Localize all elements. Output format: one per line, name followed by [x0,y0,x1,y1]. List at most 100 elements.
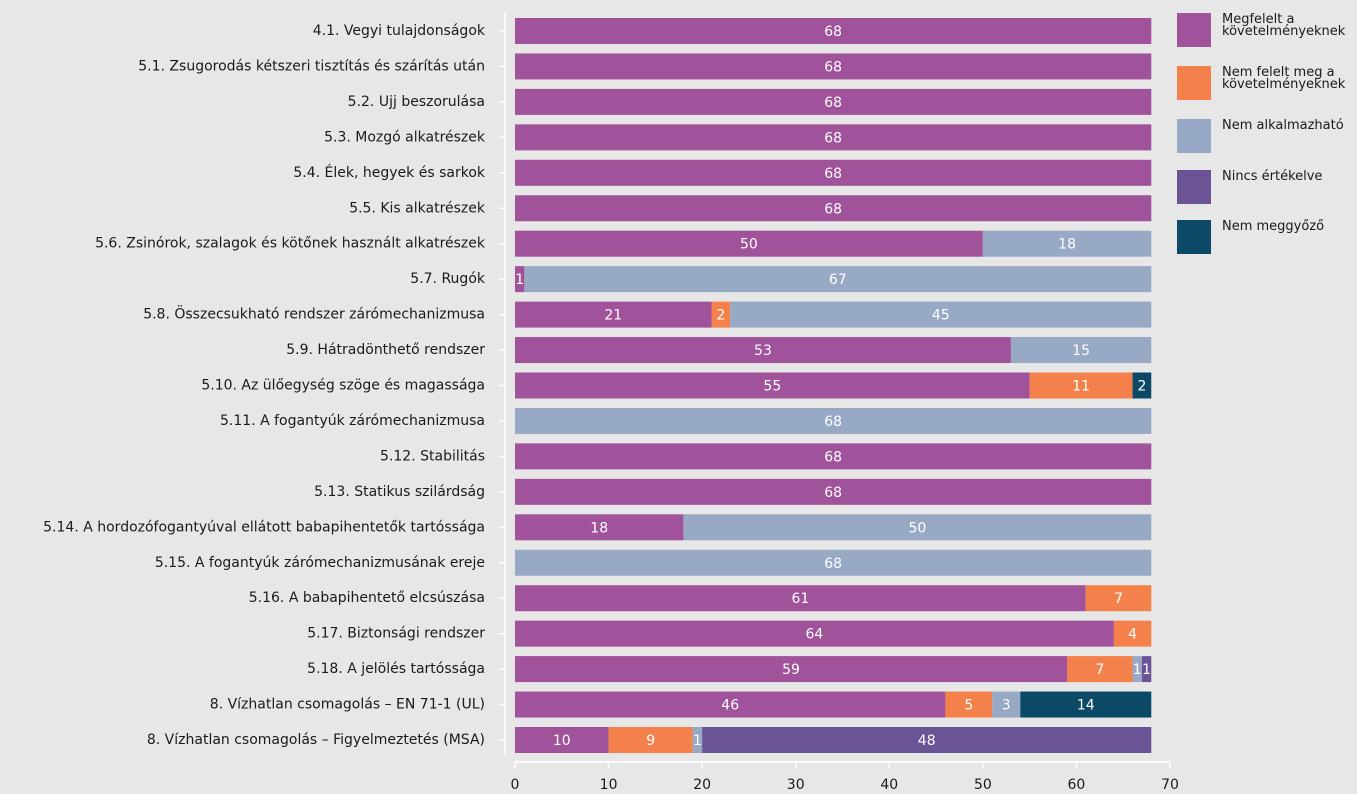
y-tick-label: 5.6. Zsinórok, szalagok és kötőnek haszn… [95,236,486,252]
y-tick-label: 5.16. A babapihentető elcsúszása [249,590,485,606]
data-label: 15 [1072,343,1090,359]
y-tick-label: 5.3. Mozgó alkatrészek [324,129,486,145]
legend-swatch [1177,170,1211,204]
y-tick-label: 5.2. Ujj beszorulása [348,94,485,110]
bar-segment [1067,656,1133,683]
data-label: 14 [1077,698,1095,714]
bar-segment [1132,372,1152,399]
data-label: 18 [590,520,608,536]
bar-segment [515,549,1152,576]
data-label: 50 [740,237,758,253]
bar-segment [1113,620,1152,647]
data-label: 67 [829,272,847,288]
data-label: 1 [1133,662,1142,678]
bar-segment [692,727,703,753]
data-label: 68 [824,449,842,465]
bar-segment [982,230,1152,257]
data-label: 68 [824,485,842,501]
data-label: 55 [763,379,781,395]
x-tick-label: 10 [600,777,618,793]
x-tick-label: 60 [1068,777,1086,793]
data-label: 68 [824,59,842,75]
y-tick-label: 5.5. Kis alkatrészek [349,200,486,216]
data-label: 7 [1095,662,1104,678]
y-tick-label: 5.15. A fogantyúk zárómechanizmusának er… [155,555,485,571]
legend-label: Megfelelt a követelményeknek [1222,12,1346,39]
data-label: 45 [932,308,950,324]
bar-segment [608,727,693,753]
legend-label: Nem alkalmazható [1222,118,1344,133]
bar-segment [1020,691,1152,718]
data-label: 9 [646,733,655,749]
bar-segment [945,691,993,718]
data-label: 11 [1072,379,1090,395]
bar-segment [1010,337,1152,364]
y-tick-label: 5.7. Rugók [410,271,486,287]
x-tick-label: 30 [787,777,805,793]
bar-segment [515,656,1068,683]
legend-item: Nem meggyőző [1177,220,1357,254]
data-label: 1 [515,272,524,288]
bar-segment [515,443,1152,470]
bar-segment [515,230,983,257]
data-label: 64 [806,627,824,643]
x-tick-label: 40 [880,777,898,793]
y-tick-label: 4.1. Vegyi tulajdonságok [313,23,486,39]
x-tick-label: 50 [974,777,992,793]
bar-segment [515,620,1114,647]
y-tick-label: 8. Vízhatlan csomagolás – Figyelmeztetés… [147,732,485,748]
legend-item: Megfelelt a követelményeknek [1177,13,1357,47]
y-tick-label: 5.1. Zsugorodás kétszeri tisztítás és sz… [138,58,485,74]
bar-segment [1132,656,1142,683]
legend-item: Nincs értékelve [1177,170,1357,204]
bar-segment [524,266,1152,293]
data-label: 68 [824,24,842,40]
data-label: 1 [693,733,702,749]
bar-segment [1085,585,1152,612]
y-tick-label: 5.12. Stabilitás [380,448,485,464]
bar-segment [711,301,731,328]
y-tick-label: 5.18. A jelölés tartóssága [307,661,485,677]
y-tick-label: 5.11. A fogantyúk zárómechanizmusa [220,413,485,429]
data-label: 53 [754,343,772,359]
data-label: 48 [918,733,936,749]
data-label: 68 [824,414,842,430]
y-tick-label: 5.10. Az ülőegység szöge és magassága [201,378,485,394]
data-label: 46 [721,698,739,714]
legend-label: Nincs értékelve [1222,169,1323,184]
data-label: 68 [824,201,842,217]
bar-segment [515,53,1152,80]
y-tick-label: 5.9. Hátradönthető rendszer [286,342,485,358]
bar-segment [515,372,1030,399]
y-tick-label: 5.14. A hordozófogantyúval ellátott baba… [43,519,485,535]
data-label: 2 [1137,379,1146,395]
bar-segment [992,691,1021,718]
bar-segment [730,301,1152,328]
x-tick-label: 20 [693,777,711,793]
bar-segment [1141,656,1152,683]
data-label: 5 [964,698,973,714]
data-label: 18 [1058,237,1076,253]
bar-segment [515,691,946,718]
legend-swatch [1177,220,1211,254]
data-label: 61 [791,591,809,607]
bar-segment [702,727,1152,753]
data-label: 2 [716,308,725,324]
bar-segment [515,159,1152,186]
y-tick-label: 8. Vízhatlan csomagolás – EN 71-1 (UL) [210,697,485,713]
y-tick-label: 5.17. Biztonsági rendszer [307,626,485,642]
bar-segment [515,727,609,753]
legend-label: Nem meggyőző [1222,219,1325,234]
legend-swatch [1177,66,1211,100]
x-tick-label: 70 [1161,777,1179,793]
bar-segment [515,337,1011,364]
bar-segment [515,407,1152,434]
data-label: 50 [908,520,926,536]
y-tick-label: 5.8. Összecsukható rendszer zárómechaniz… [143,305,485,323]
data-label: 59 [782,662,800,678]
y-tick-label: 5.13. Statikus szilárdság [314,484,485,500]
bar-segment [515,301,712,328]
legend-item: Nem felelt meg a követelményeknek [1177,66,1357,100]
